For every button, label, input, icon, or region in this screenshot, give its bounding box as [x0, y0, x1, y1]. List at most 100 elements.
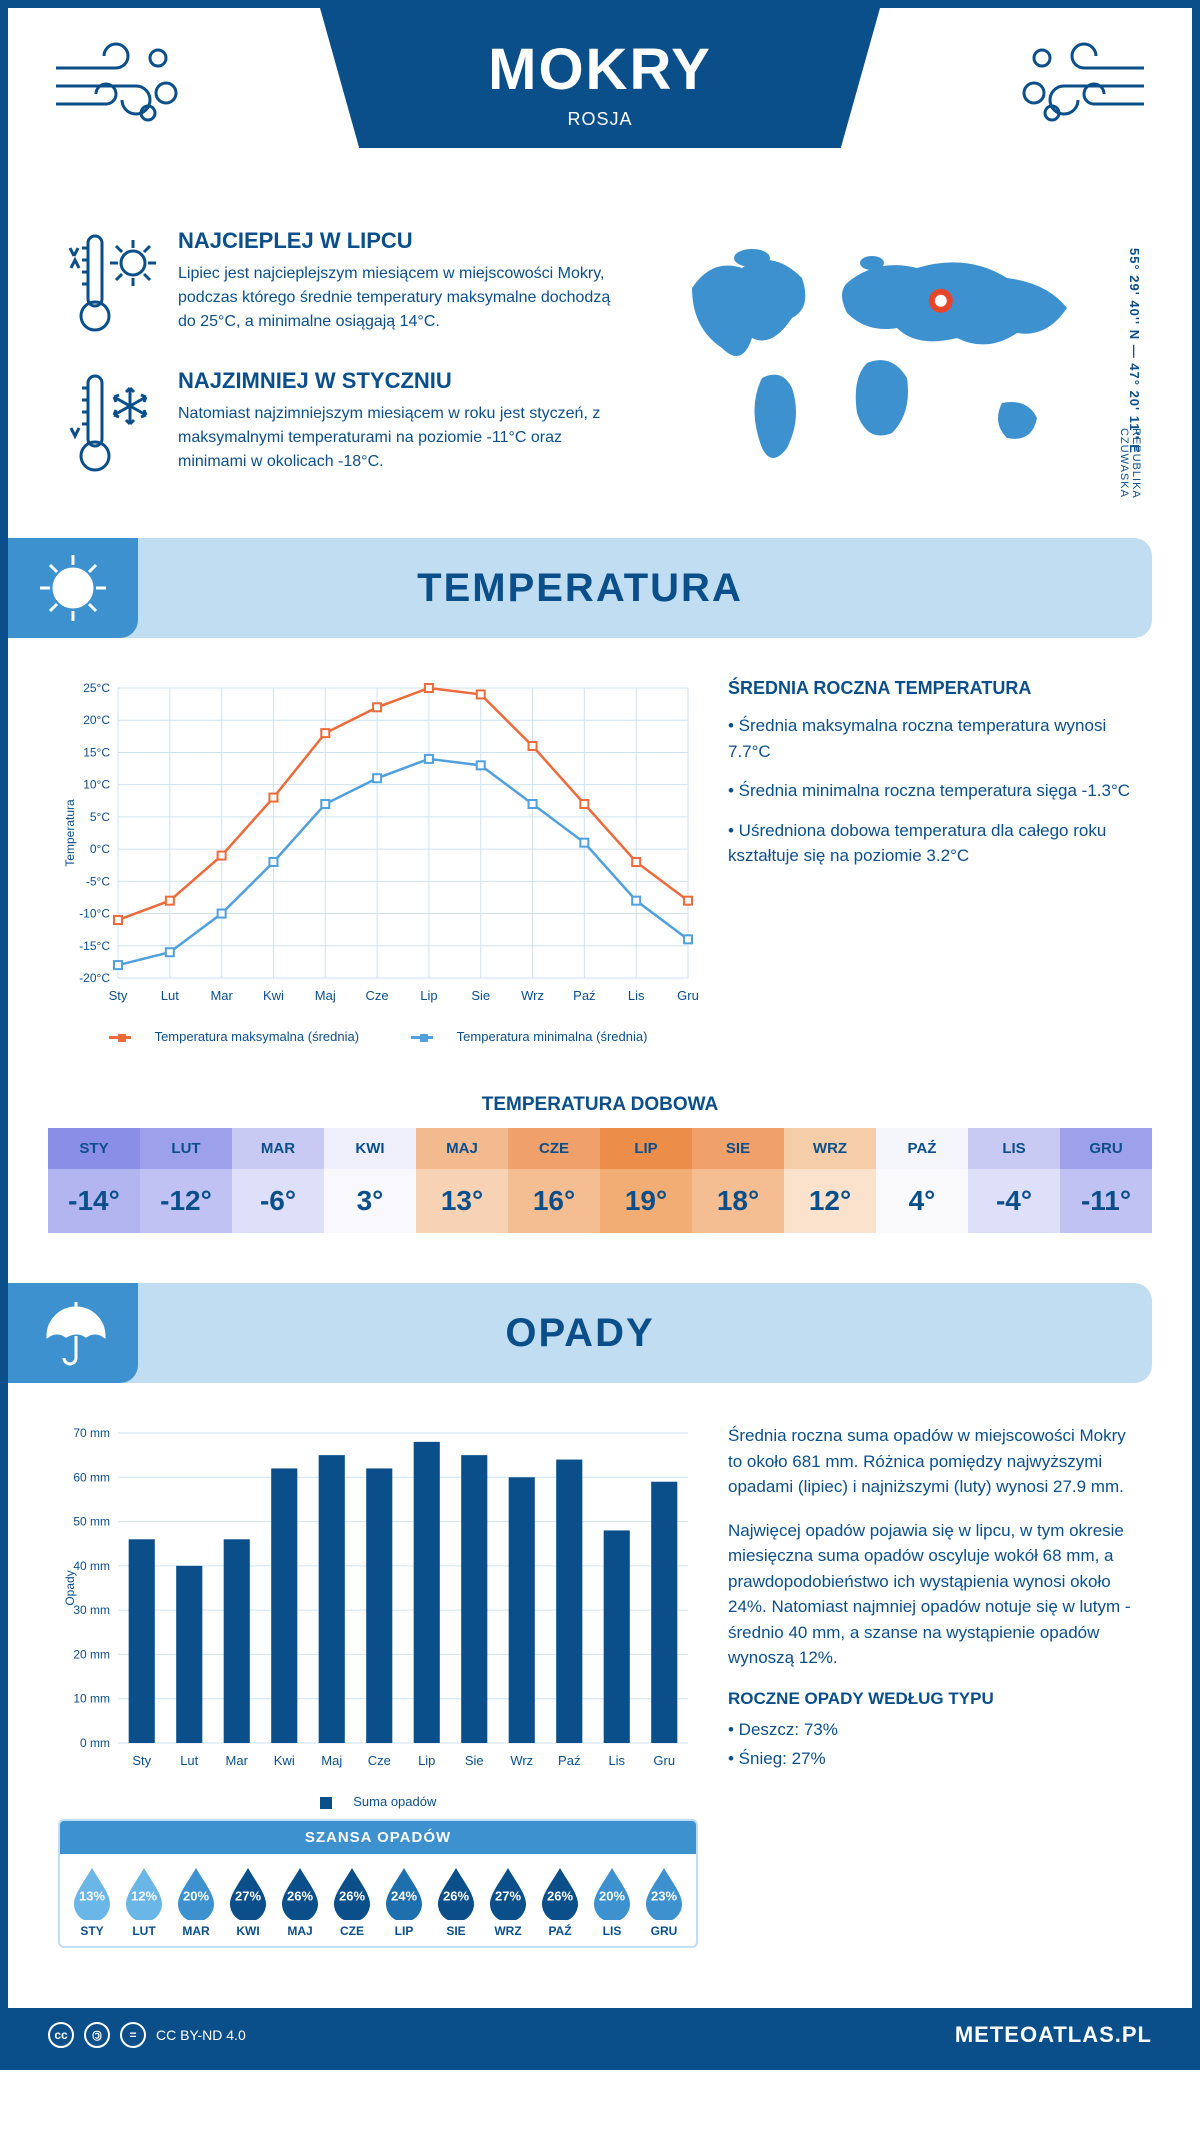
drop-icon: 27%	[486, 1866, 530, 1920]
daily-month: STY	[48, 1128, 140, 1169]
daily-value: 13°	[416, 1169, 508, 1233]
svg-text:Gru: Gru	[677, 988, 698, 1003]
daily-value: -4°	[968, 1169, 1060, 1233]
svg-text:Lis: Lis	[628, 988, 645, 1003]
chance-heading: SZANSA OPADÓW	[60, 1821, 696, 1854]
region-label: REPUBLIKA CZUWASKA	[1118, 428, 1142, 508]
umbrella-icon	[38, 1298, 108, 1368]
daily-col: SIE 18°	[692, 1128, 784, 1233]
world-map	[672, 228, 1092, 488]
chance-month: KWI	[222, 1924, 274, 1938]
daily-value: 19°	[600, 1169, 692, 1233]
chance-col: 23% GRU	[638, 1866, 690, 1938]
daily-col: GRU -11°	[1060, 1128, 1152, 1233]
svg-text:0°C: 0°C	[90, 842, 110, 856]
svg-text:Sie: Sie	[465, 1753, 484, 1768]
daily-value: 16°	[508, 1169, 600, 1233]
precip-type-item: • Deszcz: 73%	[728, 1717, 1142, 1743]
daily-value: 3°	[324, 1169, 416, 1233]
wind-icon	[1012, 38, 1152, 128]
svg-text:Cze: Cze	[366, 988, 389, 1003]
svg-text:Kwi: Kwi	[263, 988, 284, 1003]
sun-icon	[38, 553, 108, 623]
svg-text:Maj: Maj	[315, 988, 336, 1003]
temp-summary-heading: ŚREDNIA ROCZNA TEMPERATURA	[728, 678, 1142, 699]
daily-value: -6°	[232, 1169, 324, 1233]
daily-value: -14°	[48, 1169, 140, 1233]
chance-month: LIS	[586, 1924, 638, 1938]
daily-col: LUT -12°	[140, 1128, 232, 1233]
cc-icon: cc	[48, 2022, 74, 2048]
svg-text:Lut: Lut	[180, 1753, 198, 1768]
svg-text:Opady: Opady	[63, 1570, 77, 1605]
chance-value: 26%	[547, 1889, 573, 1904]
svg-text:Sie: Sie	[471, 988, 490, 1003]
svg-text:Mar: Mar	[226, 1753, 249, 1768]
drop-icon: 27%	[226, 1866, 270, 1920]
svg-text:40 mm: 40 mm	[73, 1559, 110, 1573]
svg-text:-5°C: -5°C	[86, 874, 110, 888]
location-title: MOKRY	[320, 36, 880, 103]
svg-text:Maj: Maj	[321, 1753, 342, 1768]
temperature-heading: TEMPERATURA	[417, 566, 743, 611]
svg-text:60 mm: 60 mm	[73, 1470, 110, 1484]
legend-min: Temperatura minimalna (średnia)	[457, 1029, 648, 1044]
coordinates-label: 55° 29' 40'' N — 47° 20' 11'' E	[1127, 248, 1142, 454]
precipitation-heading: OPADY	[505, 1311, 654, 1356]
chance-col: 20% LIS	[586, 1866, 638, 1938]
chance-value: 27%	[235, 1889, 261, 1904]
coldest-text: Natomiast najzimniejszym miesiącem w rok…	[178, 402, 632, 474]
svg-text:20 mm: 20 mm	[73, 1647, 110, 1661]
daily-month: LIS	[968, 1128, 1060, 1169]
chance-month: PAŹ	[534, 1924, 586, 1938]
drop-icon: 24%	[382, 1866, 426, 1920]
precip-legend-label: Suma opadów	[353, 1794, 436, 1809]
chance-month: WRZ	[482, 1924, 534, 1938]
header: MOKRY ROSJA	[8, 8, 1192, 208]
warmest-title: NAJCIEPLEJ W LIPCU	[178, 228, 632, 254]
thermometer-sun-icon	[68, 228, 158, 338]
thermometer-snow-icon	[68, 368, 158, 478]
temperature-summary: ŚREDNIA ROCZNA TEMPERATURA • Średnia mak…	[728, 678, 1142, 1044]
svg-text:Lis: Lis	[608, 1753, 625, 1768]
chance-value: 12%	[131, 1889, 157, 1904]
daily-col: MAR -6°	[232, 1128, 324, 1233]
svg-text:Sty: Sty	[132, 1753, 151, 1768]
precip-para-2: Najwięcej opadów pojawia się w lipcu, w …	[728, 1518, 1142, 1671]
daily-value: -11°	[1060, 1169, 1152, 1233]
precipitation-summary: Średnia roczna suma opadów w miejscowośc…	[728, 1423, 1142, 1958]
svg-text:50 mm: 50 mm	[73, 1515, 110, 1529]
chance-col: 27% KWI	[222, 1866, 274, 1938]
chance-col: 20% MAR	[170, 1866, 222, 1938]
daily-month: KWI	[324, 1128, 416, 1169]
svg-text:Kwi: Kwi	[274, 1753, 295, 1768]
svg-text:Temperatura: Temperatura	[63, 799, 77, 867]
precip-para-1: Średnia roczna suma opadów w miejscowośc…	[728, 1423, 1142, 1500]
drop-icon: 26%	[538, 1866, 582, 1920]
svg-text:-10°C: -10°C	[79, 907, 110, 921]
drop-icon: 12%	[122, 1866, 166, 1920]
chance-month: LUT	[118, 1924, 170, 1938]
chance-col: 27% WRZ	[482, 1866, 534, 1938]
svg-text:20°C: 20°C	[83, 713, 110, 727]
daily-month: LIP	[600, 1128, 692, 1169]
drop-icon: 26%	[434, 1866, 478, 1920]
page: MOKRY ROSJA NAJCIEPLEJ W LIPCU	[0, 0, 1200, 2070]
chance-value: 26%	[443, 1889, 469, 1904]
chance-month: MAJ	[274, 1924, 326, 1938]
daily-month: LUT	[140, 1128, 232, 1169]
chance-value: 13%	[79, 1889, 105, 1904]
chance-col: 26% SIE	[430, 1866, 482, 1938]
daily-value: 4°	[876, 1169, 968, 1233]
svg-text:Mar: Mar	[210, 988, 233, 1003]
svg-text:Gru: Gru	[653, 1753, 675, 1768]
daily-value: 18°	[692, 1169, 784, 1233]
daily-month: MAR	[232, 1128, 324, 1169]
temp-bullet: • Średnia minimalna roczna temperatura s…	[728, 778, 1142, 804]
daily-col: WRZ 12°	[784, 1128, 876, 1233]
country-subtitle: ROSJA	[320, 109, 880, 130]
legend-max: Temperatura maksymalna (średnia)	[155, 1029, 359, 1044]
daily-month: CZE	[508, 1128, 600, 1169]
daily-col: STY -14°	[48, 1128, 140, 1233]
intro-section: NAJCIEPLEJ W LIPCU Lipiec jest najcieple…	[8, 208, 1192, 538]
